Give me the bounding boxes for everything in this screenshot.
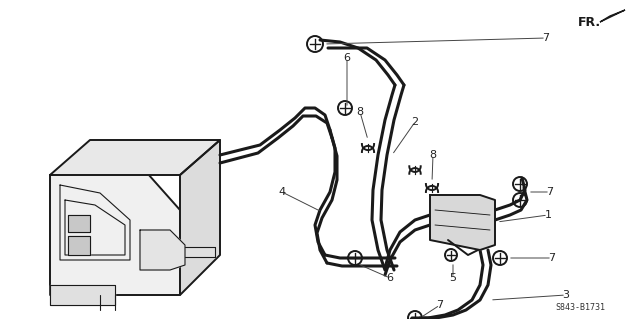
Text: 5: 5 <box>449 273 456 283</box>
Polygon shape <box>50 140 220 175</box>
Text: S843-B1731: S843-B1731 <box>555 303 605 313</box>
Polygon shape <box>50 285 115 305</box>
Text: 8: 8 <box>429 150 436 160</box>
Polygon shape <box>68 215 90 232</box>
Text: 6: 6 <box>344 53 351 63</box>
Text: 3: 3 <box>563 290 570 300</box>
Polygon shape <box>50 165 180 295</box>
Text: 8: 8 <box>356 107 364 117</box>
Polygon shape <box>68 236 90 255</box>
Text: 7: 7 <box>436 300 444 310</box>
Polygon shape <box>430 195 495 250</box>
Text: 1: 1 <box>545 210 552 220</box>
Polygon shape <box>140 230 185 270</box>
Text: 6: 6 <box>387 273 394 283</box>
Text: 4: 4 <box>278 187 285 197</box>
Text: 2: 2 <box>412 117 419 127</box>
Text: 7: 7 <box>543 33 550 43</box>
Polygon shape <box>180 140 220 295</box>
Text: FR.: FR. <box>578 16 601 28</box>
Text: 7: 7 <box>548 253 556 263</box>
Text: 7: 7 <box>547 187 554 197</box>
Polygon shape <box>600 10 625 22</box>
